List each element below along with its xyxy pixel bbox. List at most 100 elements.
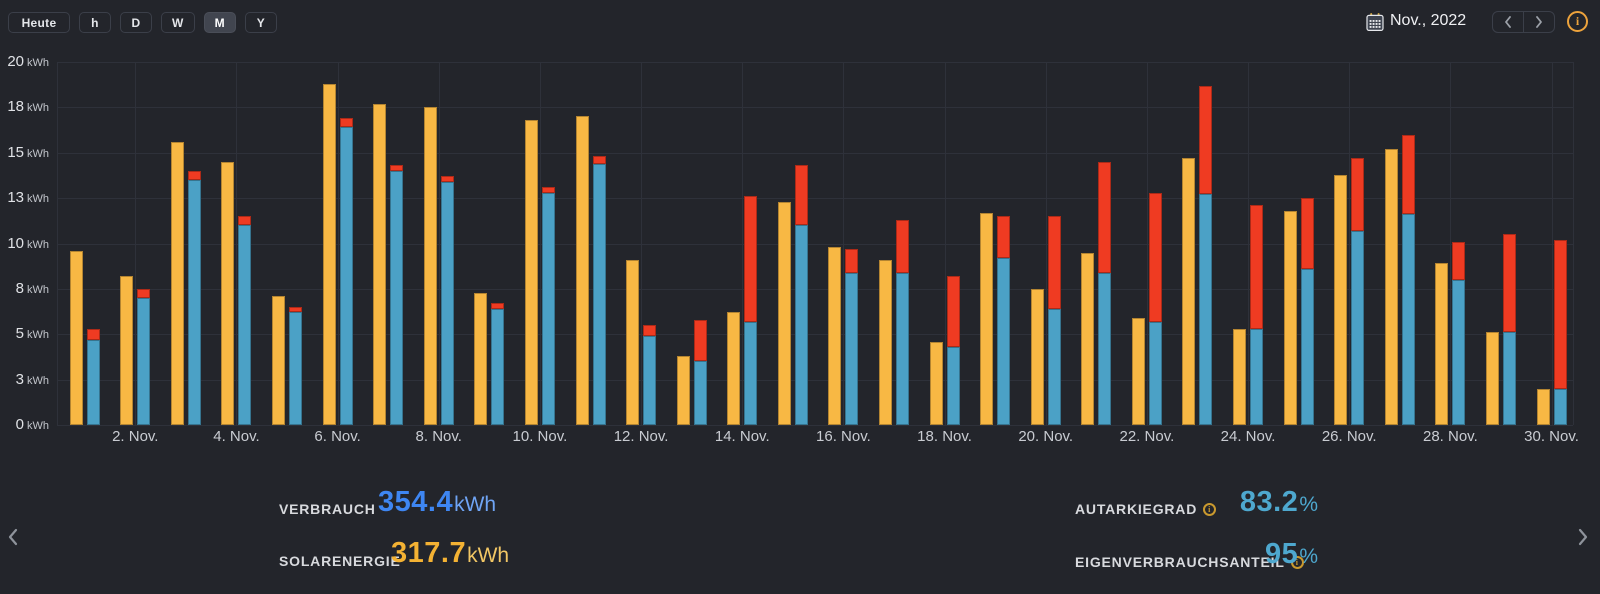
- bar-consumption-red-day-10[interactable]: [541, 187, 555, 193]
- bar-solar-day-4[interactable]: [221, 161, 235, 425]
- bar-solar-day-21[interactable]: [1081, 252, 1095, 425]
- bar-solar-day-17[interactable]: [878, 259, 892, 425]
- bar-consumption-blue-day-19[interactable]: [997, 258, 1011, 425]
- bar-consumption-red-day-29[interactable]: [1502, 234, 1516, 333]
- bar-solar-day-22[interactable]: [1131, 317, 1145, 425]
- bar-consumption-blue-day-29[interactable]: [1502, 332, 1516, 425]
- bar-consumption-red-day-1[interactable]: [86, 328, 100, 340]
- bar-consumption-red-day-26[interactable]: [1351, 158, 1365, 231]
- bar-solar-day-25[interactable]: [1283, 210, 1297, 425]
- bar-consumption-blue-day-30[interactable]: [1553, 388, 1567, 425]
- range-button-h[interactable]: h: [79, 12, 111, 33]
- bar-solar-day-28[interactable]: [1435, 263, 1449, 425]
- bar-consumption-blue-day-27[interactable]: [1401, 214, 1415, 425]
- autarkiegrad-info-icon[interactable]: i: [1203, 502, 1217, 516]
- bar-solar-day-27[interactable]: [1384, 149, 1398, 425]
- bar-consumption-blue-day-22[interactable]: [1148, 321, 1162, 425]
- bar-solar-day-26[interactable]: [1334, 174, 1348, 425]
- bar-solar-day-10[interactable]: [524, 120, 538, 425]
- range-button-y[interactable]: Y: [244, 12, 277, 33]
- range-button-heute[interactable]: Heute: [8, 12, 70, 33]
- bar-solar-day-9[interactable]: [474, 292, 488, 425]
- bar-solar-day-13[interactable]: [676, 356, 690, 425]
- bar-consumption-red-day-15[interactable]: [794, 165, 808, 226]
- bar-consumption-blue-day-20[interactable]: [1047, 308, 1061, 425]
- bar-consumption-red-day-12[interactable]: [643, 325, 657, 337]
- bar-consumption-red-day-28[interactable]: [1452, 241, 1466, 280]
- bar-consumption-red-day-16[interactable]: [845, 248, 859, 273]
- bar-consumption-blue-day-4[interactable]: [238, 225, 252, 425]
- bar-solar-day-16[interactable]: [828, 247, 842, 425]
- bar-consumption-blue-day-23[interactable]: [1199, 194, 1213, 425]
- bar-consumption-blue-day-3[interactable]: [187, 179, 201, 425]
- bar-consumption-red-day-21[interactable]: [1098, 161, 1112, 273]
- bar-consumption-blue-day-1[interactable]: [86, 339, 100, 425]
- bar-consumption-red-day-18[interactable]: [946, 276, 960, 347]
- bar-consumption-blue-day-5[interactable]: [289, 312, 303, 425]
- bar-consumption-blue-day-28[interactable]: [1452, 279, 1466, 425]
- bar-consumption-blue-day-14[interactable]: [744, 321, 758, 425]
- bar-consumption-red-day-4[interactable]: [238, 216, 252, 226]
- bar-consumption-red-day-13[interactable]: [693, 319, 707, 362]
- bar-solar-day-20[interactable]: [1030, 288, 1044, 425]
- bar-solar-day-5[interactable]: [272, 296, 286, 425]
- bar-solar-day-2[interactable]: [120, 276, 134, 425]
- bar-consumption-red-day-11[interactable]: [592, 156, 606, 164]
- bar-consumption-red-day-7[interactable]: [390, 165, 404, 171]
- period-next-button[interactable]: [1523, 12, 1554, 32]
- bar-consumption-red-day-5[interactable]: [289, 307, 303, 313]
- range-button-w[interactable]: W: [161, 12, 195, 33]
- bar-solar-day-23[interactable]: [1182, 158, 1196, 425]
- bar-consumption-red-day-19[interactable]: [997, 216, 1011, 258]
- bar-solar-day-15[interactable]: [777, 201, 791, 425]
- bar-consumption-blue-day-13[interactable]: [693, 361, 707, 425]
- bar-solar-day-18[interactable]: [929, 341, 943, 425]
- period-prev-button[interactable]: [1493, 12, 1523, 32]
- bar-consumption-red-day-20[interactable]: [1047, 216, 1061, 309]
- page-prev-button[interactable]: [6, 526, 22, 548]
- bar-consumption-red-day-9[interactable]: [491, 303, 505, 309]
- bar-consumption-blue-day-8[interactable]: [440, 181, 454, 425]
- page-next-button[interactable]: [1577, 526, 1593, 548]
- bar-consumption-blue-day-24[interactable]: [1250, 328, 1264, 425]
- bar-consumption-red-day-22[interactable]: [1148, 192, 1162, 322]
- bar-solar-day-11[interactable]: [575, 116, 589, 425]
- bar-consumption-blue-day-26[interactable]: [1351, 230, 1365, 425]
- bar-consumption-red-day-30[interactable]: [1553, 239, 1567, 389]
- bar-consumption-red-day-27[interactable]: [1401, 134, 1415, 215]
- bar-consumption-blue-day-9[interactable]: [491, 308, 505, 425]
- bar-solar-day-19[interactable]: [980, 212, 994, 425]
- bar-consumption-blue-day-12[interactable]: [643, 336, 657, 425]
- bar-solar-day-6[interactable]: [322, 83, 336, 425]
- bar-solar-day-7[interactable]: [373, 103, 387, 425]
- bar-solar-day-1[interactable]: [69, 250, 83, 425]
- bar-solar-day-24[interactable]: [1233, 328, 1247, 425]
- bar-solar-day-3[interactable]: [170, 141, 184, 425]
- bar-consumption-blue-day-10[interactable]: [541, 192, 555, 425]
- info-circle-icon[interactable]: i: [1567, 11, 1588, 32]
- bar-consumption-red-day-2[interactable]: [137, 288, 151, 298]
- bar-consumption-blue-day-16[interactable]: [845, 272, 859, 425]
- bar-consumption-red-day-17[interactable]: [895, 219, 909, 273]
- bar-solar-day-8[interactable]: [423, 107, 437, 425]
- bar-consumption-red-day-8[interactable]: [440, 176, 454, 182]
- range-button-m[interactable]: M: [203, 12, 236, 33]
- bar-consumption-blue-day-7[interactable]: [390, 170, 404, 425]
- bar-consumption-red-day-25[interactable]: [1300, 198, 1314, 269]
- bar-consumption-red-day-23[interactable]: [1199, 85, 1213, 195]
- bar-solar-day-14[interactable]: [727, 312, 741, 425]
- bar-solar-day-29[interactable]: [1485, 332, 1499, 425]
- bar-consumption-red-day-24[interactable]: [1250, 205, 1264, 329]
- bar-consumption-blue-day-18[interactable]: [946, 346, 960, 425]
- bar-consumption-red-day-3[interactable]: [187, 170, 201, 180]
- range-button-d[interactable]: D: [120, 12, 152, 33]
- bar-solar-day-12[interactable]: [626, 259, 640, 425]
- bar-consumption-blue-day-11[interactable]: [592, 163, 606, 425]
- bar-consumption-blue-day-2[interactable]: [137, 297, 151, 425]
- bar-consumption-red-day-14[interactable]: [744, 196, 758, 322]
- bar-consumption-blue-day-17[interactable]: [895, 272, 909, 425]
- bar-consumption-blue-day-6[interactable]: [339, 127, 353, 425]
- bar-consumption-blue-day-21[interactable]: [1098, 272, 1112, 425]
- bar-solar-day-30[interactable]: [1536, 388, 1550, 425]
- bar-consumption-blue-day-25[interactable]: [1300, 268, 1314, 425]
